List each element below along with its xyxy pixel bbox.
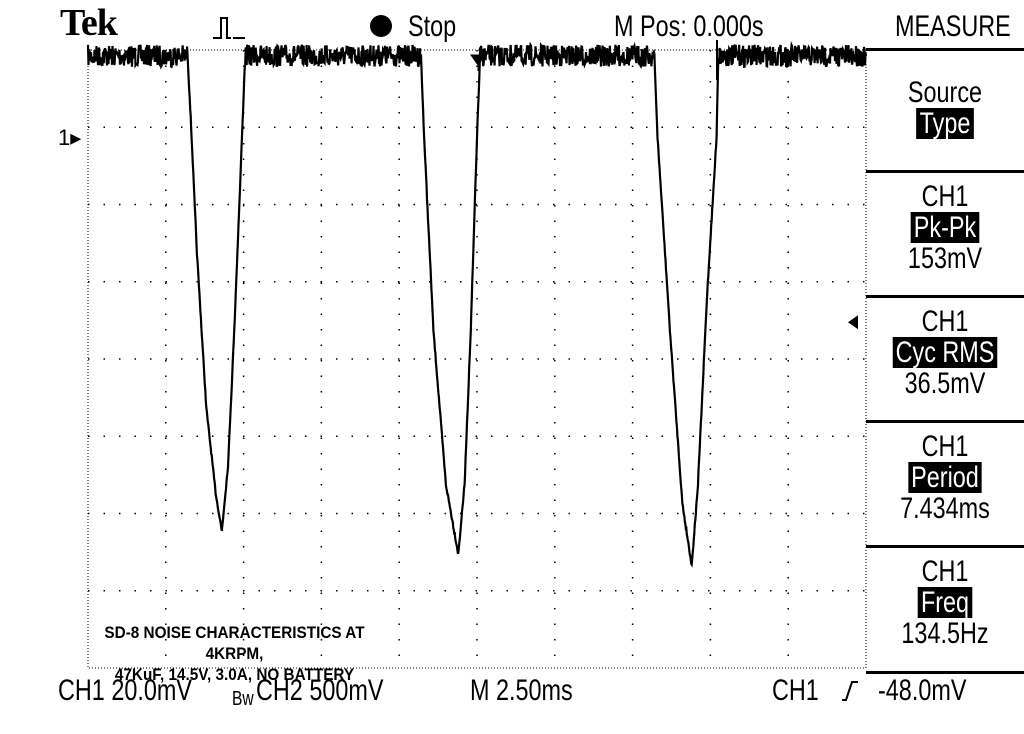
trigger-source: CH1	[772, 674, 819, 707]
graticule-border	[87, 49, 867, 669]
annotation: SD-8 NOISE CHARACTERISTICS AT 4KRPM, 47K…	[104, 622, 365, 685]
trigger-level-icon	[848, 315, 858, 330]
menu-highlight: Freq	[917, 587, 973, 618]
menu-line: CH1	[921, 430, 969, 463]
menu-highlight: Cyc RMS	[892, 337, 998, 368]
menu-line: CH1	[921, 555, 969, 588]
brand-logo: Tek	[60, 2, 118, 44]
menu-box-pkpk[interactable]: CH1 Pk-Pk 153mV	[866, 170, 1024, 296]
menu-box-cycrms[interactable]: CH1 Cyc RMS 36.5mV	[866, 295, 1024, 421]
run-state: Stop	[408, 10, 457, 43]
trigger-level: -48.0mV	[878, 674, 967, 707]
m-position: M Pos: 0.000s	[614, 10, 764, 43]
menu-box-source[interactable]: Source Type	[866, 48, 1024, 173]
bandwidth-limit: Bw	[232, 688, 254, 710]
annotation-line-2: 47KuF, 14.5V, 3.0A, NO BATTERY	[114, 665, 355, 684]
annotation-line-1: SD-8 NOISE CHARACTERISTICS AT 4KRPM,	[104, 623, 365, 663]
menu-box-period[interactable]: CH1 Period 7.434ms	[866, 420, 1024, 546]
timebase: M 2.50ms	[470, 674, 573, 707]
ch1-ground-marker: 1▸	[58, 125, 81, 150]
menu-title: MEASURE	[895, 10, 1011, 43]
measurement-value: 134.5Hz	[901, 617, 989, 650]
menu-line: CH1	[921, 305, 969, 338]
stop-dot-icon	[370, 15, 392, 37]
ch2-scale: CH2 500mV	[256, 674, 384, 707]
ch1-trace	[86, 40, 868, 568]
measurement-value: 153mV	[907, 242, 983, 275]
acquisition-waveform-icon	[213, 17, 245, 39]
menu-highlight: Type	[916, 108, 974, 139]
menu-highlight: Period	[908, 462, 982, 493]
ch1-scale: CH1 20.0mV	[58, 674, 192, 707]
measurement-value: 36.5mV	[904, 367, 986, 400]
menu-line: CH1	[921, 180, 969, 213]
measurement-value: 7.434ms	[900, 492, 990, 525]
menu-highlight: Pk-Pk	[910, 212, 980, 243]
menu-line: Source	[907, 76, 983, 109]
trigger-position-icon	[470, 54, 486, 71]
menu-box-freq[interactable]: CH1 Freq 134.5Hz	[866, 545, 1024, 674]
